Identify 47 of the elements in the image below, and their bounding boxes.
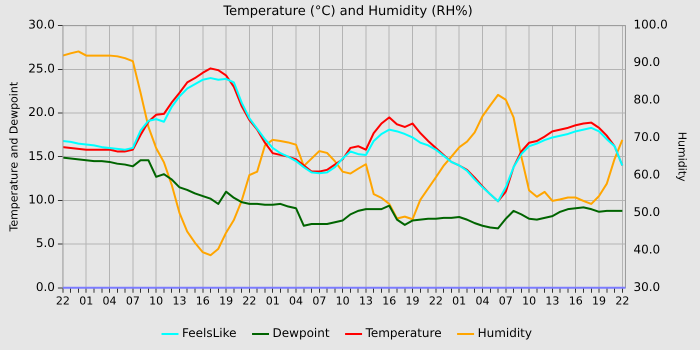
- x-tick-label: 16: [382, 294, 396, 308]
- y-tick-label: 10.0: [28, 192, 55, 207]
- x-tick-label: 01: [79, 294, 94, 308]
- y-tick-label: 5.0: [36, 236, 55, 250]
- y-tick-label: 20.0: [28, 105, 55, 120]
- y2-tick-label: 30.0: [633, 280, 660, 294]
- y2-tick-label: 40.0: [633, 242, 660, 256]
- y2-tick-label: 60.0: [633, 168, 660, 182]
- legend-label: Temperature: [364, 326, 442, 340]
- x-tick-label: 16: [196, 294, 210, 308]
- x-tick-label: 01: [452, 294, 466, 308]
- y2-tick-label: 80.0: [633, 92, 660, 107]
- x-tick-label: 13: [358, 294, 373, 308]
- x-tick-label: 04: [289, 294, 304, 308]
- x-tick-label: 22: [615, 294, 630, 308]
- y2-axis-title: Humidity: [676, 132, 689, 182]
- legend-label: Humidity: [478, 326, 532, 340]
- x-tick-label: 13: [545, 294, 560, 308]
- y-axis-title: Temperature and Dewpoint: [7, 81, 20, 233]
- x-tick-label: 01: [266, 294, 280, 308]
- legend-label: Dewpoint: [272, 326, 330, 340]
- x-tick-label: 19: [592, 294, 606, 308]
- y2-tick-label: 70.0: [633, 130, 660, 144]
- x-tick-label: 22: [56, 294, 70, 308]
- x-tick-label: 04: [475, 294, 490, 308]
- y-tick-label: 25.0: [28, 61, 55, 76]
- x-tick-label: 19: [219, 294, 234, 308]
- chart-title: Temperature (°C) and Humidity (RH%): [222, 4, 473, 20]
- x-tick-label: 07: [498, 294, 513, 308]
- x-tick-label: 10: [336, 294, 350, 308]
- x-tick-label: 22: [428, 294, 443, 308]
- x-tick-label: 16: [568, 294, 583, 308]
- x-tick-label: 10: [149, 294, 164, 308]
- y-tick-label: 30.0: [28, 18, 55, 32]
- x-tick-label: 13: [172, 294, 186, 308]
- y2-tick-label: 50.0: [633, 205, 660, 220]
- y2-tick-label: 100.0: [633, 18, 668, 32]
- x-tick-label: 10: [522, 294, 536, 308]
- y-tick-label: 0.0: [36, 280, 55, 294]
- x-tick-label: 22: [242, 294, 256, 308]
- x-tick-label: 07: [312, 294, 326, 308]
- y-tick-label: 15.0: [28, 148, 55, 163]
- x-tick-label: 04: [102, 294, 117, 308]
- x-tick-label: 07: [126, 294, 140, 308]
- legend-label: FeelsLike: [182, 326, 237, 340]
- x-tick-label: 19: [406, 294, 420, 308]
- y2-tick-label: 90.0: [633, 55, 660, 70]
